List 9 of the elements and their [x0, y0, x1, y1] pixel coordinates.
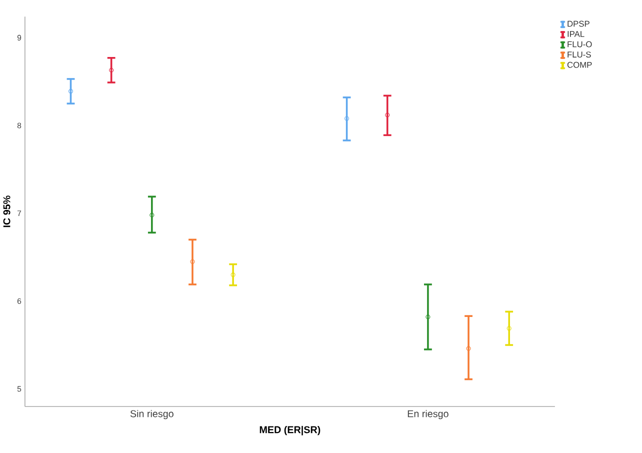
legend-label: COMP — [567, 62, 592, 68]
legend-label: IPAL — [568, 31, 584, 37]
x-axis-title: MED (ER|SR) — [260, 426, 320, 436]
legend-label: DPSP — [568, 20, 590, 27]
legend-label: FLU-O — [568, 41, 592, 48]
legend-label: FLU-S — [568, 52, 591, 58]
x-tick-label: Sin riesgo — [130, 410, 174, 420]
x-tick-label: En riesgo — [408, 410, 448, 420]
y-axis-title: IC 95% — [3, 196, 10, 228]
